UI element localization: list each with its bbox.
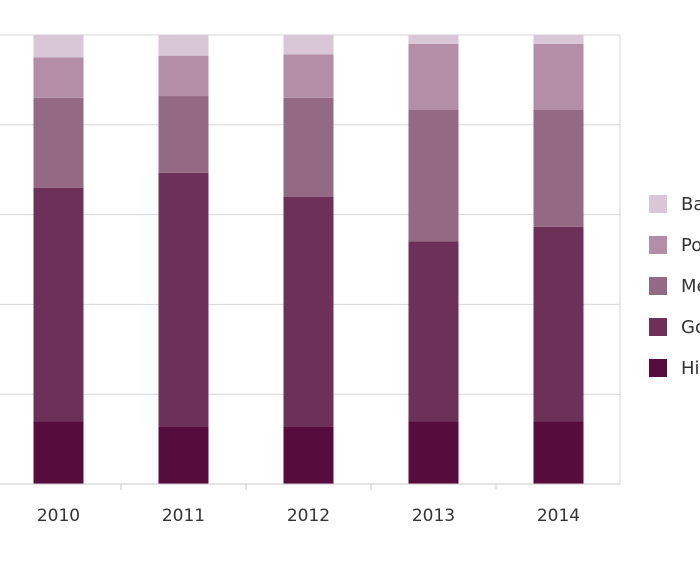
x-tick-label-2012: 2012 — [287, 506, 330, 526]
bar-segment-2014-ba — [533, 35, 584, 44]
bar-segment-2010-me — [33, 97, 84, 188]
legend: Ba Po Me Go Hi — [649, 194, 700, 379]
legend-swatch-go — [649, 318, 667, 336]
legend-swatch-ba — [649, 195, 667, 213]
bar-segment-2014-hi — [533, 421, 584, 484]
legend-swatch-me — [649, 277, 667, 295]
bar-segment-2012-ba — [283, 35, 334, 55]
bar-segment-2011-me — [158, 96, 209, 173]
x-tick-labels: 2010 2011 2012 2013 2014 — [37, 506, 580, 526]
bar-stacks — [33, 35, 584, 484]
legend-label-go: Go — [681, 317, 700, 338]
x-tick-label-2013: 2013 — [412, 506, 455, 526]
bar-segment-2010-go — [33, 187, 84, 422]
bar-segment-2011-po — [158, 55, 209, 97]
bar-segment-2014-po — [533, 43, 584, 110]
bar-segment-2013-go — [408, 241, 459, 422]
bar-segment-2011-go — [158, 172, 209, 427]
legend-label-hi: Hi — [681, 358, 700, 379]
bar-segment-2010-hi — [33, 421, 84, 484]
x-tick-label-2011: 2011 — [162, 506, 205, 526]
legend-swatch-hi — [649, 359, 667, 377]
bar-segment-2012-po — [283, 54, 334, 98]
bar-segment-2011-ba — [158, 35, 209, 56]
x-tick-label-2010: 2010 — [37, 506, 80, 526]
legend-label-me: Me — [681, 276, 700, 297]
bar-segment-2013-hi — [408, 421, 459, 484]
bar-segment-2012-me — [283, 97, 334, 197]
bar-segment-2013-ba — [408, 35, 459, 44]
legend-label-po: Po — [681, 235, 700, 256]
bar-segment-2013-po — [408, 43, 459, 110]
bar-segment-2014-go — [533, 226, 584, 422]
legend-label-ba: Ba — [681, 194, 700, 215]
legend-swatch-po — [649, 236, 667, 254]
bar-segment-2012-hi — [283, 426, 334, 484]
bar-segment-2010-po — [33, 57, 84, 98]
bar-segment-2013-me — [408, 109, 459, 242]
x-tick-label-2014: 2014 — [537, 506, 580, 526]
bar-segment-2011-hi — [158, 426, 209, 484]
bar-segment-2014-me — [533, 109, 584, 227]
bar-segment-2012-go — [283, 196, 334, 427]
x-axis — [0, 483, 620, 490]
bar-segment-2010-ba — [33, 35, 84, 58]
